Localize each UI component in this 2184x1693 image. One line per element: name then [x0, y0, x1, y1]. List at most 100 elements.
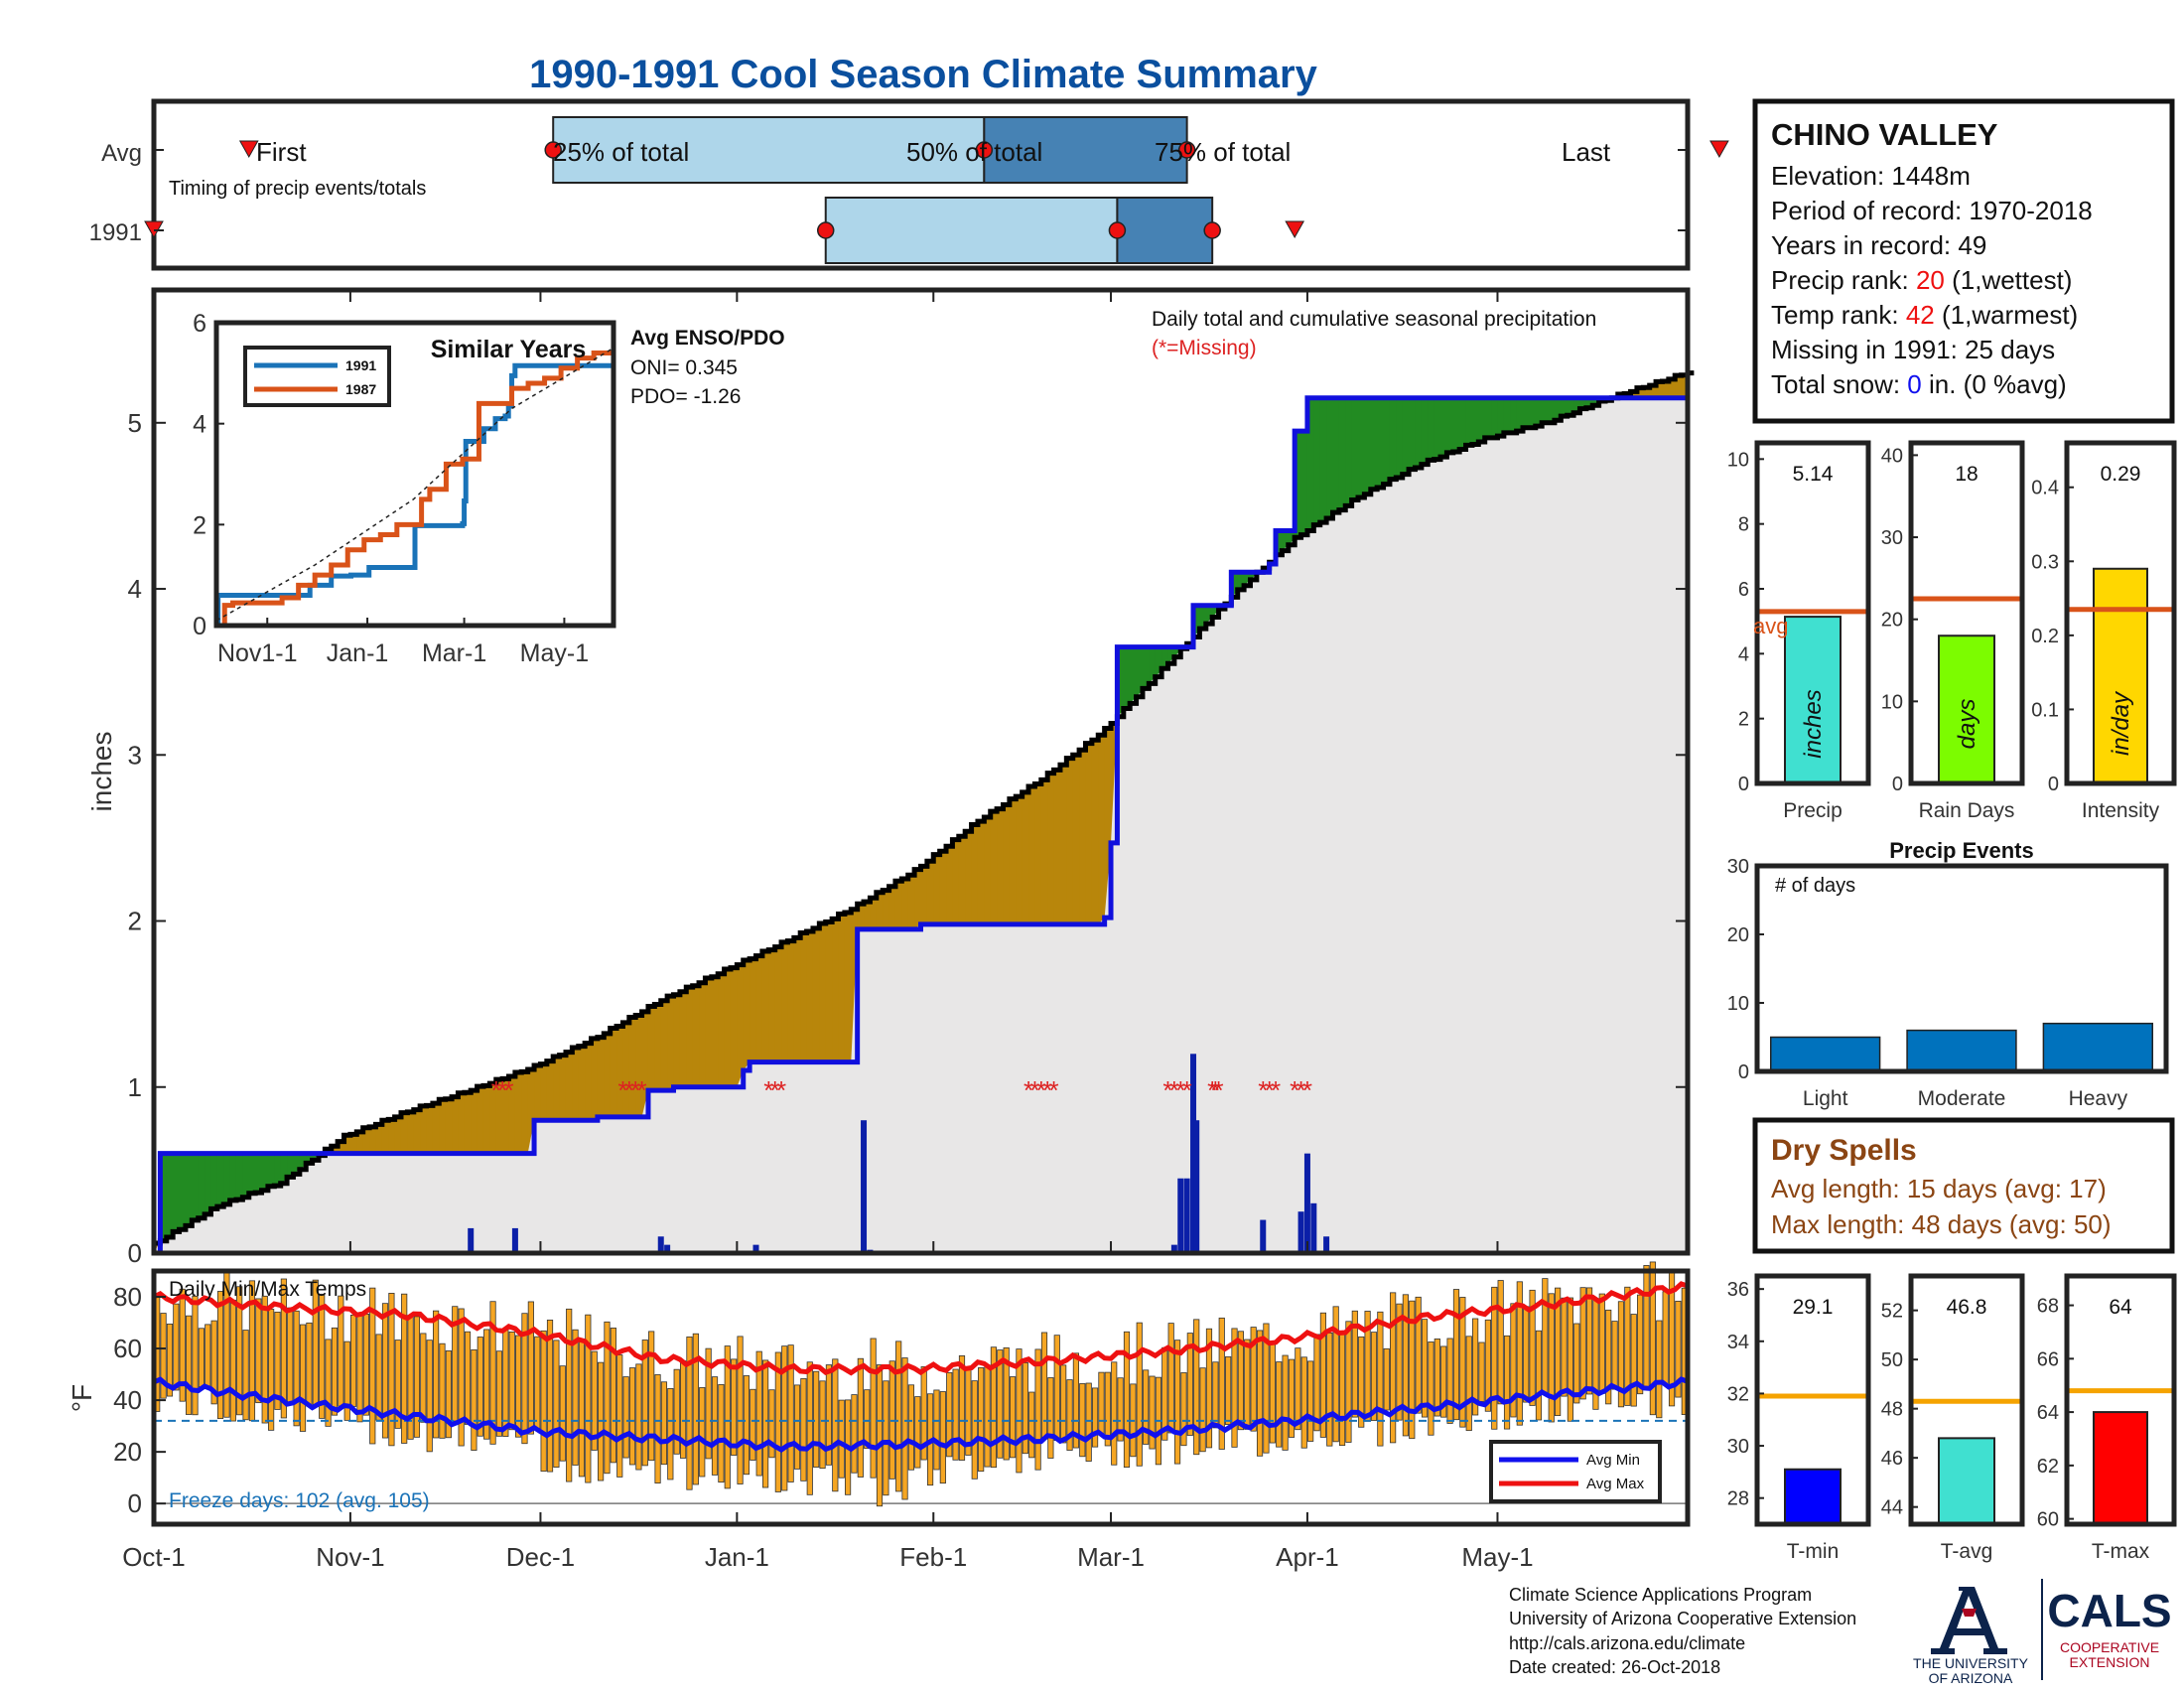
precip-departure-band	[1383, 397, 1391, 485]
precip-rank-note: (1,wettest)	[1945, 265, 2073, 295]
enso-title: Avg ENSO/PDO	[630, 327, 785, 350]
precip-departure-band	[1592, 397, 1600, 406]
precip-departure-band	[1585, 397, 1593, 408]
daily-temp-bar	[186, 1315, 193, 1415]
tempsum-ytick-label: 68	[2037, 1296, 2059, 1318]
temp-legend: Avg Min Avg Max	[1489, 1440, 1662, 1503]
precip-departure-band	[1326, 397, 1334, 518]
daily-temp-bar	[413, 1316, 421, 1438]
daily-temp-bar	[654, 1374, 661, 1483]
inset-legend-box	[243, 346, 391, 407]
precip-ytick-label: 2	[128, 907, 142, 936]
missing-day-marker: *	[1036, 1075, 1046, 1105]
precip-departure-band	[667, 997, 675, 1091]
missing-day-marker: *	[1290, 1075, 1299, 1105]
summary-xlabel-0: Precip	[1783, 799, 1843, 822]
daily-temp-bar	[1098, 1371, 1105, 1436]
daily-temp-bar	[673, 1368, 680, 1455]
timing-25-label: 25% of total	[553, 137, 689, 167]
precip-departure-band	[1319, 397, 1327, 523]
tempsum-ytick-label: 36	[1727, 1279, 1749, 1301]
missing-day-marker: *	[1175, 1075, 1185, 1105]
tempsum-ytick-label: 60	[2037, 1509, 2059, 1531]
temp-line-avg-min	[153, 1376, 1689, 1454]
precip-departure-band	[883, 890, 890, 929]
precip-missing-note: (*=Missing)	[1152, 337, 1257, 359]
daily-temp-bar	[1028, 1391, 1035, 1459]
precip-departure-band	[743, 961, 751, 1071]
summary-ytick-label: 0	[2048, 774, 2059, 795]
daily-temp-bar	[585, 1314, 592, 1483]
inset-ytick-label: 6	[193, 310, 206, 338]
tempsum-value-label-0: 29.1	[1793, 1296, 1834, 1319]
precip-departure-band	[635, 1015, 643, 1117]
daily-temp-bar	[1478, 1341, 1485, 1402]
daily-temp-bar	[1452, 1289, 1460, 1421]
footer-line-4: Date created: 26-Oct-2018	[1509, 1657, 1720, 1677]
precip-departure-band	[540, 1063, 548, 1121]
precip-departure-band	[1516, 397, 1524, 432]
daily-temp-bar	[1510, 1303, 1517, 1418]
daily-precip-bar	[1297, 1211, 1304, 1253]
daily-temp-bar	[1396, 1303, 1403, 1421]
daily-temp-bar	[997, 1349, 1004, 1459]
daily-precip-bar	[1190, 1054, 1197, 1253]
tempsum-bar-0	[1784, 1468, 1842, 1525]
daily-temp-bar	[293, 1310, 300, 1427]
precip-departure-band	[546, 1060, 554, 1121]
xtick-label: Mar-1	[1077, 1542, 1145, 1572]
station-elevation: Elevation: 1448m	[1771, 161, 1971, 191]
precip-departure-band	[1053, 770, 1061, 924]
temp-title: Daily Min/Max Temps	[169, 1278, 366, 1301]
daily-temp-bar	[255, 1298, 262, 1404]
daily-temp-bar	[1060, 1364, 1067, 1444]
precip-rank-value: 20	[1916, 265, 1945, 295]
precip-departure-band	[781, 943, 789, 1062]
precip-departure-band	[585, 1043, 593, 1121]
summary-xlabel-1: Rain Days	[1919, 799, 2015, 822]
precip-departure-band	[1446, 397, 1454, 455]
precip-departure-band	[1636, 389, 1644, 398]
enso-oni: ONI= 0.345	[630, 356, 738, 379]
daily-temp-bar	[1205, 1328, 1213, 1449]
dry-spells: Dry Spells Avg length: 15 days (avg: 17)…	[1752, 1117, 2175, 1254]
precip-departure-band	[1548, 397, 1556, 423]
precip-departure-band	[679, 991, 687, 1087]
temp-legend-label-min: Avg Min	[1586, 1452, 1640, 1469]
precip-departure-band	[508, 1076, 516, 1154]
precip-departure-band	[787, 940, 795, 1062]
precip-departure-band	[774, 946, 782, 1062]
page-title: 1990-1991 Cool Season Climate Summary	[529, 53, 1317, 96]
temp-line-avg-max	[152, 1281, 1689, 1376]
inset-legend-label-1991: 1991	[345, 357, 376, 373]
timing-row-label-year: 1991	[89, 219, 142, 246]
precip-departure-band	[1306, 397, 1314, 531]
missing-day-marker: *	[497, 1075, 507, 1105]
daily-temp-bar	[1066, 1379, 1073, 1451]
daily-temp-bar	[1516, 1281, 1523, 1426]
daily-temp-bar	[578, 1340, 586, 1478]
daily-temp-bar	[1472, 1318, 1479, 1416]
tempsum-xlabel-2: T-max	[2092, 1540, 2150, 1563]
daily-temp-bar	[483, 1329, 490, 1440]
precip-departure-band	[958, 836, 966, 924]
missing-day-marker: *	[1271, 1075, 1281, 1105]
daily-temp-bar	[433, 1310, 440, 1439]
precip-departure-band	[610, 1030, 617, 1117]
precip-departure-band	[223, 1153, 231, 1204]
precip-departure-band	[331, 1146, 339, 1154]
precip-departure-band	[660, 1000, 668, 1091]
precip-departure-band	[894, 882, 902, 929]
precip-departure-band	[1193, 605, 1201, 637]
precip-departure-band	[534, 1066, 542, 1121]
missing-day-marker: *	[1182, 1075, 1192, 1105]
summary-ytick-label: 0.4	[2031, 478, 2059, 499]
daily-temp-bar	[508, 1332, 515, 1431]
station-snow: Total snow: 0 in. (0 %avg)	[1771, 369, 2067, 399]
timing-marker-p75-0	[1177, 141, 1196, 159]
daily-temp-bar	[1390, 1292, 1397, 1444]
precip-departure-band	[1016, 796, 1024, 924]
tempsum-bar-1	[1938, 1437, 1995, 1525]
precip-departure-band	[338, 1141, 345, 1154]
